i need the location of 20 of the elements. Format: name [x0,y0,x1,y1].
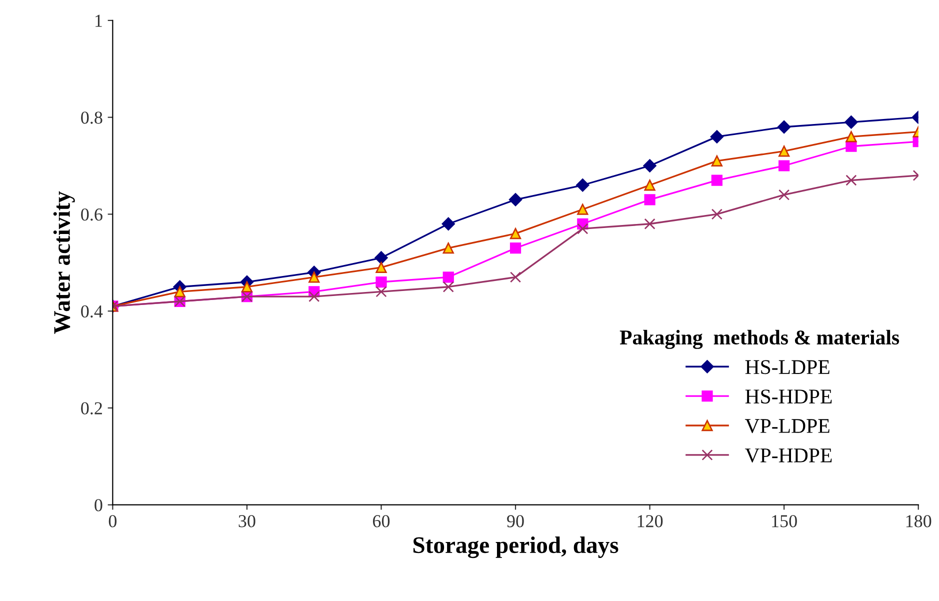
y-tick-label: 0.2 [81,402,102,414]
y-tick-label: 0.6 [81,208,102,221]
legend-label: VP-LDPE [744,419,830,434]
y-tick-label: 0.4 [81,305,103,318]
legend-title: Pakaging methods & materials [620,330,900,349]
x-tick-label: 150 [772,515,797,528]
legend-label: VP-HDPE [744,448,832,463]
x-tick-label: 180 [906,515,932,528]
y-axis-title: Water activity [53,191,75,334]
x-tick-label: 30 [238,515,256,528]
legend-label: HS-HDPE [745,390,832,404]
y-tick-label: 0 [94,499,102,512]
y-tick-label: 1 [96,14,102,27]
x-tick-label: 120 [638,515,663,528]
x-tick-label: 90 [507,515,524,528]
x-axis-title: Storage period, days [413,536,618,558]
legend-label: HS-LDPE [745,360,830,374]
x-tick-label: 60 [372,515,390,528]
x-tick-label: 0 [108,515,117,528]
y-tick-label: 0.8 [81,112,102,124]
